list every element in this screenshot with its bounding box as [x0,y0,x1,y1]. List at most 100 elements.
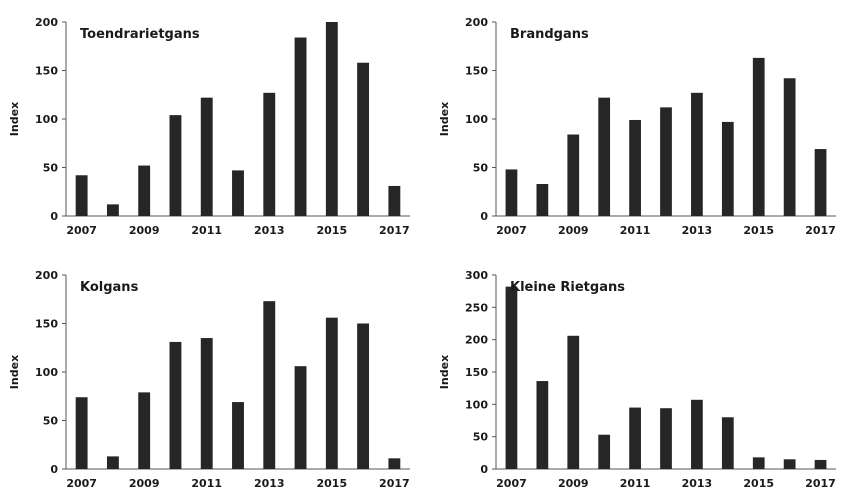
x-tick-label: 2011 [191,224,222,237]
bar-2007 [75,175,88,216]
bar-2010 [169,341,182,469]
y-tick-label: 100 [35,366,58,379]
bar-2007 [75,397,88,469]
bar-2015 [752,457,765,469]
chart-title: Brandgans [510,27,589,42]
bar-2012 [232,402,244,469]
x-tick-label: 2017 [379,224,410,237]
y-axis-title: Index [438,355,451,389]
bar-2010 [598,97,611,216]
y-tick-label: 200 [465,16,488,29]
bar-2009 [567,134,580,216]
y-tick-label: 100 [465,398,488,411]
bar-2014 [294,366,307,469]
y-tick-label: 200 [465,334,488,347]
x-tick-label: 2009 [129,477,160,490]
bar-2016 [783,459,796,469]
y-tick-label: 50 [43,415,59,428]
bar-2015 [325,317,338,469]
x-tick-label: 2015 [317,224,348,237]
x-tick-label: 2009 [558,477,589,490]
x-tick-label: 2007 [496,224,527,237]
bar-2012 [232,170,244,216]
chart-panel-2: 0 50 100 150 200 Index 2007 2009 2011 2013 2015 201… [438,16,836,237]
bar-2015 [752,57,765,216]
x-tick-label: 2007 [496,477,527,490]
y-tick-label: 200 [35,269,58,282]
bar-2013 [691,92,703,216]
y-axis-title: Index [8,355,21,389]
y-tick-label: 150 [35,65,58,78]
y-tick-label: 50 [43,162,59,175]
y-axis-title: Index [8,102,21,136]
y-tick-label: 150 [465,65,488,78]
bar-2016 [357,62,370,216]
bar-2008 [106,204,119,216]
x-tick-label: 2013 [682,477,713,490]
chart-title: Kleine Rietgans [510,280,625,295]
bar-2017 [388,185,401,216]
x-tick-label: 2009 [558,224,589,237]
y-tick-label: 50 [473,431,489,444]
x-tick-label: 2015 [317,477,348,490]
x-tick-label: 2017 [805,477,836,490]
chart-panel-1: 0 50 100 150 200 Index 2007 2009 2011 2013 2015 201… [8,16,410,237]
y-tick-label: 200 [35,16,58,29]
y-axis-title: Index [438,102,451,136]
chart-panel-4: 0 50 100 150 200 250 300 Index 2007 2009 2011 2013 2… [438,269,836,490]
bar-2009 [567,335,580,469]
bar-2014 [294,37,307,216]
bar-2012 [660,107,672,216]
bar-2015 [325,22,338,216]
y-tick-label: 300 [465,269,488,282]
x-tick-label: 2015 [743,224,774,237]
x-tick-label: 2011 [620,224,651,237]
y-tick-label: 100 [465,113,488,126]
bar-2016 [357,323,370,469]
y-tick-label: 150 [465,366,488,379]
bar-2008 [536,183,549,216]
x-tick-label: 2017 [379,477,410,490]
x-tick-label: 2013 [254,224,285,237]
x-tick-label: 2013 [682,224,713,237]
bar-2009 [138,392,151,469]
bar-2013 [263,301,276,469]
bar-2010 [169,115,182,216]
y-tick-label: 250 [465,301,488,314]
bar-2012 [660,408,672,469]
bar-2016 [783,78,796,216]
chart-panel-3: 0 50 100 150 200 Index 2007 2009 2011 2013 2015 201… [8,269,410,490]
x-tick-label: 2007 [66,477,97,490]
x-tick-label: 2011 [191,477,222,490]
y-tick-label: 0 [50,210,58,223]
y-tick-label: 100 [35,113,58,126]
bar-2013 [691,399,703,469]
x-tick-label: 2017 [805,224,836,237]
y-tick-label: 0 [480,210,488,223]
bar-2017 [388,458,401,469]
bar-2008 [106,456,119,469]
bar-2010 [598,434,611,469]
bar-2007 [505,286,518,469]
chart-title: Kolgans [80,280,139,295]
bar-2007 [505,169,518,216]
bar-2011 [200,97,213,216]
y-tick-label: 50 [473,162,489,175]
bar-2011 [200,338,213,469]
chart-title: Toendrarietgans [80,27,200,42]
bar-2009 [138,165,151,216]
bar-2017 [814,459,827,469]
bar-2014 [721,417,734,469]
x-tick-label: 2011 [620,477,651,490]
bar-2013 [263,92,276,216]
x-tick-label: 2007 [66,224,97,237]
y-tick-label: 0 [50,463,58,476]
bar-2011 [629,119,641,216]
bar-2011 [629,407,641,469]
x-tick-label: 2015 [743,477,774,490]
bar-2014 [721,121,734,216]
x-tick-label: 2013 [254,477,285,490]
y-tick-label: 0 [480,463,488,476]
bar-2017 [814,149,827,216]
